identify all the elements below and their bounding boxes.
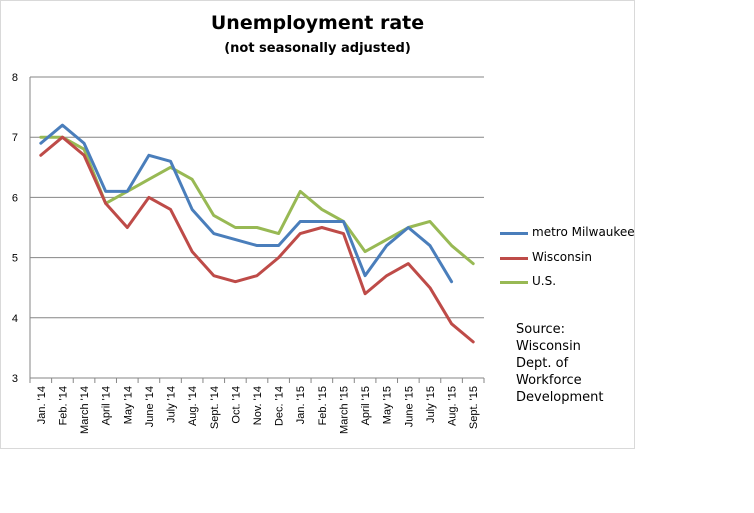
source-line: Development bbox=[516, 390, 604, 405]
source-line: Source: bbox=[516, 322, 566, 337]
source-note: Source: Wisconsin Dept. of Workforce Dev… bbox=[516, 321, 626, 406]
y-tick-label: 7 bbox=[12, 132, 18, 144]
legend-swatch-us bbox=[500, 281, 528, 284]
x-tick-label: Nov. '14 bbox=[252, 386, 264, 425]
series-line-metro-milwaukee bbox=[39, 123, 454, 284]
x-tick-label: Jan. '14 bbox=[36, 386, 48, 424]
x-tick-label: Sept. '14 bbox=[209, 386, 221, 429]
y-tick-label: 6 bbox=[12, 192, 18, 204]
x-tick-label: Aug. '15 bbox=[447, 386, 459, 426]
source-line: Workforce bbox=[516, 373, 582, 388]
legend-item-wisconsin: Wisconsin bbox=[500, 248, 640, 268]
x-tick-label: Aug. '14 bbox=[187, 386, 199, 426]
x-tick-label: Dec. '14 bbox=[274, 386, 286, 426]
legend-label-metro-milwaukee: metro Milwaukee bbox=[532, 225, 635, 239]
series-line-u-s bbox=[39, 135, 475, 266]
chart-subtitle: (not seasonally adjusted) bbox=[224, 41, 411, 56]
series-line-wisconsin bbox=[39, 135, 475, 344]
x-tick-label: March '14 bbox=[79, 386, 91, 434]
x-tick-label: April '15 bbox=[360, 386, 372, 425]
x-tick-label: June '14 bbox=[144, 386, 156, 427]
x-tick-label: Sept. '15 bbox=[468, 386, 480, 429]
x-tick-label: July '14 bbox=[166, 386, 178, 423]
legend-swatch-metro-milwaukee bbox=[500, 232, 528, 235]
x-tick-label: Oct. '14 bbox=[230, 386, 242, 424]
legend-swatch-wisconsin bbox=[500, 257, 528, 260]
legend-label-us: U.S. bbox=[532, 274, 557, 288]
legend-label-wisconsin: Wisconsin bbox=[532, 250, 592, 264]
x-tick-label: Jan. '15 bbox=[295, 386, 307, 424]
chart-title: Unemployment rate bbox=[210, 12, 425, 34]
x-tick-label: April '14 bbox=[101, 386, 113, 425]
x-tick-label: May '15 bbox=[382, 386, 394, 424]
x-tick-label: May '14 bbox=[122, 386, 134, 424]
y-tick-label: 3 bbox=[12, 373, 18, 385]
y-tick-label: 5 bbox=[12, 253, 18, 265]
x-tick-label: Feb. '14 bbox=[57, 386, 69, 425]
legend-item-metro-milwaukee: metro Milwaukee bbox=[500, 223, 640, 243]
x-tick-label: June '15 bbox=[403, 386, 415, 427]
x-tick-label: March '15 bbox=[338, 386, 350, 434]
y-tick-label: 4 bbox=[12, 313, 18, 325]
source-line: Dept. of bbox=[516, 356, 569, 371]
y-tick-label: 8 bbox=[12, 72, 18, 84]
legend-item-us: U.S. bbox=[500, 272, 640, 292]
x-tick-label: Feb. '15 bbox=[317, 386, 329, 425]
source-line: Wisconsin bbox=[516, 339, 581, 354]
chart-area bbox=[0, 0, 635, 449]
x-tick-label: July '15 bbox=[425, 386, 437, 423]
